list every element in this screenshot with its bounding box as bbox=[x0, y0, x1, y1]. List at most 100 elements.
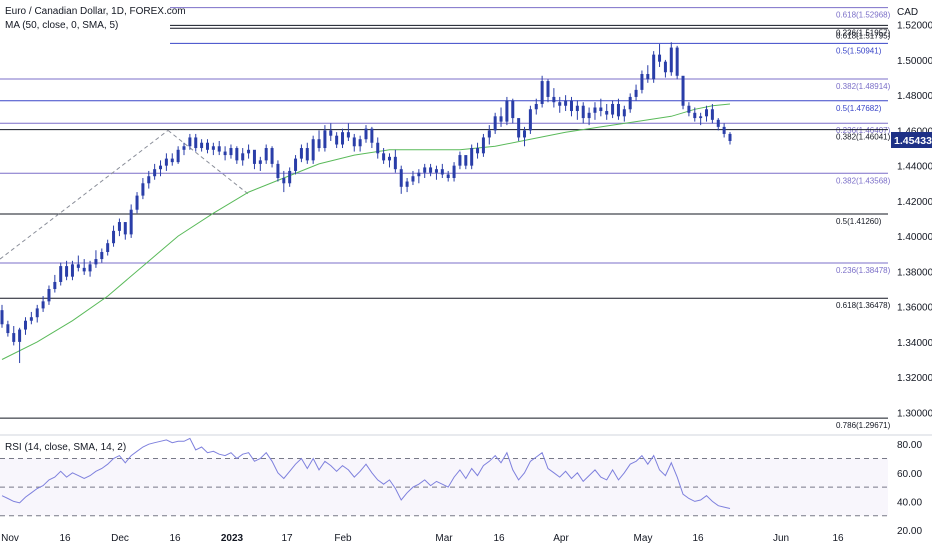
candle-body bbox=[370, 128, 374, 143]
candle-body bbox=[417, 172, 421, 177]
fib-label: 0.5(1.41260) bbox=[836, 217, 882, 226]
rsi-tick-label: 40.00 bbox=[897, 497, 922, 508]
candle-body bbox=[628, 96, 632, 110]
candle-body bbox=[188, 137, 192, 147]
candle-body bbox=[12, 333, 16, 342]
candle-body bbox=[393, 156, 397, 170]
fib-label: 0.236(1.38478) bbox=[836, 266, 891, 275]
candle-body bbox=[288, 170, 292, 184]
candle-body bbox=[153, 169, 157, 177]
candle-body bbox=[452, 165, 456, 178]
candle-body bbox=[687, 105, 691, 113]
candle-body bbox=[200, 142, 204, 149]
candle-body bbox=[681, 75, 685, 106]
candle-body bbox=[552, 96, 556, 103]
fib-label: 0.618(1.52968) bbox=[836, 11, 891, 20]
candle-body bbox=[94, 259, 98, 265]
candle-body bbox=[6, 324, 10, 334]
candle-body bbox=[387, 156, 391, 161]
candle-body bbox=[18, 329, 22, 342]
candle-body bbox=[646, 74, 650, 80]
price-tick-label: 1.38000 bbox=[897, 267, 932, 278]
candle-body bbox=[493, 116, 497, 131]
candle-body bbox=[405, 181, 409, 187]
candle-body bbox=[505, 100, 509, 122]
candle-body bbox=[317, 139, 321, 149]
candle-body bbox=[23, 320, 27, 330]
date-tick-label: Feb bbox=[334, 533, 352, 544]
date-tick-label: 17 bbox=[281, 533, 293, 544]
last-price-value: 1.45433 bbox=[894, 135, 932, 147]
candle-body bbox=[622, 109, 626, 117]
candle-body bbox=[534, 103, 538, 110]
candle-body bbox=[329, 130, 333, 136]
candle-body bbox=[41, 301, 45, 309]
candle-body bbox=[47, 289, 51, 302]
price-tick-label: 1.50000 bbox=[897, 56, 932, 67]
candle-body bbox=[705, 109, 709, 117]
candle-body bbox=[294, 158, 298, 171]
date-tick-label: 16 bbox=[493, 533, 505, 544]
price-tick-label: 1.46000 bbox=[897, 126, 932, 137]
price-tick-label: 1.48000 bbox=[897, 91, 932, 102]
candle-body bbox=[311, 139, 315, 161]
candle-body bbox=[241, 153, 245, 161]
candle-body bbox=[35, 308, 39, 318]
price-tick-label: 1.40000 bbox=[897, 232, 932, 243]
last-price-tag bbox=[891, 132, 932, 148]
candle-body bbox=[229, 148, 233, 156]
candle-body bbox=[528, 109, 532, 131]
candle-body bbox=[382, 153, 386, 161]
candle-body bbox=[159, 165, 163, 170]
candle-body bbox=[282, 177, 286, 184]
date-tick-label: Dec bbox=[111, 533, 129, 544]
candle-body bbox=[446, 174, 450, 178]
candle-body bbox=[476, 148, 480, 154]
fib-label: 0.382(1.48914) bbox=[836, 82, 891, 91]
date-tick-label: 16 bbox=[832, 533, 844, 544]
candle-body bbox=[564, 100, 568, 106]
candle-body bbox=[276, 163, 280, 178]
candle-body bbox=[376, 142, 380, 154]
rsi-tick-label: 20.00 bbox=[897, 526, 922, 537]
candle-body bbox=[70, 264, 74, 277]
fib-label: 0.786(1.29671) bbox=[836, 421, 891, 430]
candle-body bbox=[141, 183, 145, 196]
price-tick-label: 1.44000 bbox=[897, 162, 932, 173]
date-tick-label: Apr bbox=[553, 533, 569, 544]
candle-body bbox=[264, 148, 268, 161]
fib-label: 0.382(1.43568) bbox=[836, 176, 891, 185]
candle-body bbox=[487, 130, 491, 138]
candle-body bbox=[728, 133, 732, 141]
candle-body bbox=[634, 89, 638, 97]
candle-body bbox=[464, 155, 468, 166]
candle-body bbox=[411, 176, 415, 182]
candle-body bbox=[440, 169, 444, 175]
rsi-band bbox=[0, 458, 888, 516]
candle-body bbox=[323, 130, 327, 149]
candle-body bbox=[82, 267, 86, 272]
candle-body bbox=[194, 137, 198, 149]
fib-label: 0.618(1.51795) bbox=[836, 31, 891, 40]
candle-body bbox=[581, 105, 585, 119]
candle-body bbox=[575, 105, 579, 112]
price-tick-label: 1.42000 bbox=[897, 197, 932, 208]
candle-body bbox=[558, 102, 562, 106]
candle-body bbox=[117, 222, 121, 231]
candle-body bbox=[675, 47, 679, 76]
candle-body bbox=[129, 209, 133, 235]
candle-body bbox=[247, 149, 251, 154]
ma-line bbox=[1, 103, 731, 360]
candle-body bbox=[217, 146, 221, 152]
candle-body bbox=[669, 47, 673, 73]
candle-body bbox=[170, 158, 174, 163]
ma-legend-label: MA (50, close, 0, SMA, 5) bbox=[5, 20, 118, 31]
candle-body bbox=[640, 74, 644, 90]
candle-body bbox=[546, 81, 550, 97]
candle-body bbox=[100, 252, 104, 260]
candle-body bbox=[205, 142, 209, 150]
candle-body bbox=[458, 155, 462, 166]
fib-label: 0.236(1.51957) bbox=[836, 28, 891, 37]
candle-body bbox=[658, 54, 662, 62]
